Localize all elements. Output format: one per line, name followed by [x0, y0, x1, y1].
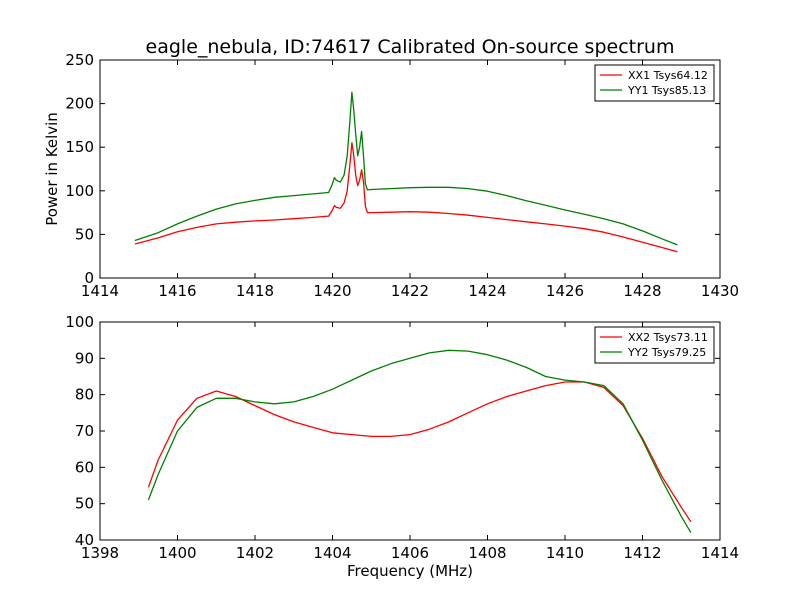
bottom-legend-label: YY2 Tsys79.25	[627, 346, 706, 359]
top-y-tick-label: 50	[75, 225, 94, 243]
top-x-tick-label: 1430	[701, 282, 739, 300]
bottom-y-tick-label: 70	[75, 422, 94, 440]
top-legend-label: YY1 Tsys85.13	[627, 84, 706, 97]
top-y-tick-label: 100	[65, 182, 94, 200]
bottom-series-yy-line	[147, 349, 692, 534]
top-panel: 1414 1416 1418 1420 1422 1424 1426 1428 1430 0 50…	[43, 51, 739, 300]
bottom-x-axis-label: Frequency (MHz)	[347, 562, 473, 580]
bottom-x-ticks: 1398 1400 1402 1404 1406 1408 1410 1412 1414	[81, 322, 739, 562]
bottom-legend-label: XX2 Tsys73.11	[628, 331, 708, 344]
bottom-y-tick-label: 80	[75, 386, 94, 404]
bottom-plot-lines	[147, 349, 692, 534]
top-x-tick-label: 1418	[236, 282, 274, 300]
top-x-tick-label: 1414	[81, 282, 119, 300]
top-x-tick-label: 1428	[623, 282, 661, 300]
top-y-tick-label: 0	[84, 269, 94, 287]
bottom-x-tick-label: 1398	[81, 544, 119, 562]
top-legend-label: XX1 Tsys64.12	[628, 69, 708, 82]
bottom-x-tick-label: 1414	[701, 544, 739, 562]
top-x-tick-label: 1416	[158, 282, 196, 300]
bottom-y-tick-label: 90	[75, 349, 94, 367]
bottom-legend-box	[594, 326, 715, 364]
top-series-yy-line	[134, 91, 678, 246]
bottom-panel: 1398 1400 1402 1404 1406 1408 1410 1412 1414 40 5…	[65, 313, 739, 580]
bottom-series-xx-line	[147, 381, 692, 523]
top-y-tick-label: 150	[65, 138, 94, 156]
bottom-x-tick-label: 1410	[546, 544, 584, 562]
bottom-x-tick-label: 1408	[468, 544, 506, 562]
top-x-tick-label: 1420	[313, 282, 351, 300]
bottom-x-tick-label: 1402	[236, 544, 274, 562]
top-plot-lines	[134, 91, 678, 253]
top-x-tick-label: 1426	[546, 282, 584, 300]
chart-title: eagle_nebula, ID:74617 Calibrated On-sou…	[146, 36, 675, 58]
bottom-y-tick-label: 50	[75, 495, 94, 513]
top-y-tick-label: 200	[65, 95, 94, 113]
top-x-ticks: 1414 1416 1418 1420 1422 1424 1426 1428 1430	[81, 60, 739, 300]
bottom-legend: XX2 Tsys73.11 YY2 Tsys79.25	[594, 326, 715, 364]
top-legend-box	[594, 64, 715, 102]
bottom-x-tick-label: 1404	[313, 544, 351, 562]
top-y-tick-label: 250	[65, 51, 94, 69]
bottom-x-tick-label: 1400	[158, 544, 196, 562]
bottom-y-tick-label: 60	[75, 458, 94, 476]
bottom-y-tick-label: 100	[65, 313, 94, 331]
bottom-y-ticks: 40 50 60 70 80 90 100	[65, 313, 720, 549]
bottom-x-tick-label: 1406	[391, 544, 429, 562]
top-x-tick-label: 1424	[468, 282, 506, 300]
top-y-ticks: 0 50 100 150 200 250	[65, 51, 720, 287]
bottom-y-tick-label: 40	[75, 531, 94, 549]
top-series-xx-line	[134, 142, 678, 253]
top-y-axis-label: Power in Kelvin	[43, 112, 61, 226]
top-legend: XX1 Tsys64.12 YY1 Tsys85.13	[594, 64, 715, 102]
top-x-tick-label: 1422	[391, 282, 429, 300]
bottom-x-tick-label: 1412	[623, 544, 661, 562]
